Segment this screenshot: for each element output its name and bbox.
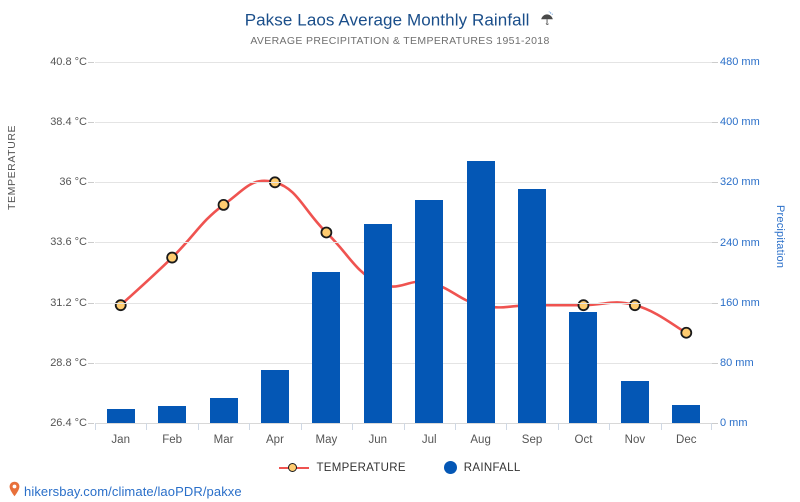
gridline (95, 62, 712, 63)
left-axis-tick (88, 363, 94, 364)
umbrella-rain-icon (539, 11, 555, 32)
gridline (95, 122, 712, 123)
x-axis-label-jul: Jul (421, 434, 437, 446)
left-axis-label: 36 °C (59, 176, 87, 188)
rainfall-bar-jul[interactable] (415, 199, 444, 423)
right-axis-label: 80 mm (720, 357, 754, 369)
axis-title-precipitation: Precipitation (774, 205, 786, 269)
right-axis-tick (712, 242, 718, 243)
chart-legend: TEMPERATURE RAINFALL (0, 461, 800, 474)
rainfall-bar-feb[interactable] (158, 405, 187, 423)
x-axis-tick (198, 423, 199, 430)
temperature-point-nov[interactable]: Nov: 31.1 °C (628, 299, 641, 312)
right-axis-tick (712, 122, 718, 123)
left-axis-tick (88, 303, 94, 304)
legend-item-rainfall[interactable]: RAINFALL (443, 461, 521, 474)
rainfall-bar-aug[interactable] (466, 160, 495, 423)
x-axis-tick (661, 423, 662, 430)
x-axis-tick (558, 423, 559, 430)
right-axis-tick (712, 62, 718, 63)
x-axis-label-jun: Jun (368, 434, 388, 446)
page-subtitle: AVERAGE PRECIPITATION & TEMPERATURES 195… (250, 35, 550, 47)
x-axis-label-oct: Oct (574, 434, 593, 446)
rainfall-bar-nov[interactable] (620, 380, 649, 423)
temperature-point-may[interactable]: May: 34 °C (320, 226, 333, 239)
x-axis-tick (506, 423, 507, 430)
gridline (95, 242, 712, 243)
x-axis-label-feb: Feb (162, 434, 183, 446)
gridline (95, 363, 712, 364)
rainfall-bar-sep[interactable] (518, 189, 547, 423)
rainfall-bar-oct[interactable] (569, 312, 598, 423)
temperature-point-jan[interactable]: Jan: 31.1 °C (114, 299, 127, 312)
left-axis-tick (88, 423, 94, 424)
x-axis-tick (404, 423, 405, 430)
left-axis-tick (88, 242, 94, 243)
x-axis-tick (455, 423, 456, 430)
x-axis-tick (249, 423, 250, 430)
x-axis-tick (95, 423, 96, 430)
legend-label-temperature: TEMPERATURE (316, 461, 406, 474)
legend-label-rainfall: RAINFALL (463, 461, 521, 474)
chart-plot-area: Jan: 31.1 °CFeb: 33 °CMar: 35.1 °CApr: 3… (88, 62, 718, 446)
left-axis-tick (88, 182, 94, 183)
x-axis-label-aug: Aug (470, 434, 491, 446)
temperature-point-dec[interactable]: Dec: 30 °C (680, 326, 693, 339)
x-axis-label-may: May (315, 434, 338, 446)
left-axis-label: 40.8 °C (50, 56, 87, 68)
x-axis-tick (352, 423, 353, 430)
left-axis-label: 28.8 °C (50, 357, 87, 369)
axis-title-temperature: TEMPERATURE (6, 124, 18, 210)
x-axis-tick (711, 423, 712, 430)
x-axis-tick (301, 423, 302, 430)
rainfall-bar-jun[interactable] (363, 223, 392, 423)
left-axis-label: 38.4 °C (50, 116, 87, 128)
x-axis-label-mar: Mar (213, 434, 234, 446)
right-axis-label: 320 mm (720, 176, 760, 188)
right-axis-label: 400 mm (720, 116, 760, 128)
temperature-line (119, 179, 688, 335)
x-axis-label-jan: Jan (111, 434, 130, 446)
rainfall-bar-may[interactable] (312, 271, 341, 423)
rainfall-bar-apr[interactable] (260, 369, 289, 423)
temperature-point-mar[interactable]: Mar: 35.1 °C (217, 198, 230, 211)
x-axis-label-sep: Sep (521, 434, 543, 446)
x-axis-tick (146, 423, 147, 430)
x-axis-tick (609, 423, 610, 430)
left-axis-label: 31.2 °C (50, 297, 87, 309)
right-axis-tick (712, 182, 718, 183)
map-pin-icon (8, 481, 21, 502)
left-axis-tick (88, 122, 94, 123)
gridline (95, 182, 712, 183)
right-axis-tick (712, 423, 718, 424)
x-axis-label-dec: Dec (676, 434, 697, 446)
right-axis-label: 160 mm (720, 297, 760, 309)
page-title: Pakse Laos Average Monthly Rainfall (0, 10, 800, 31)
legend-item-temperature[interactable]: TEMPERATURE (279, 462, 405, 474)
rainfall-bar-mar[interactable] (209, 398, 238, 423)
gridline (95, 303, 712, 304)
temperature-line-marker-icon (279, 462, 310, 474)
rainfall-bar-jan[interactable] (106, 408, 135, 423)
source-url[interactable]: hikersbay.com/climate/laoPDR/pakxe (24, 484, 242, 499)
right-axis-label: 240 mm (720, 237, 760, 249)
temperature-point-feb[interactable]: Feb: 33 °C (166, 251, 179, 264)
page-title-text: Pakse Laos Average Monthly Rainfall (244, 10, 530, 30)
right-axis-label: 480 mm (720, 56, 760, 68)
right-axis-tick (712, 303, 718, 304)
rainfall-swatch-icon (443, 461, 457, 474)
footer: hikersbay.com/climate/laoPDR/pakxe (8, 481, 242, 502)
left-axis-tick (88, 62, 94, 63)
x-axis-label-apr: Apr (266, 434, 284, 446)
left-axis-label: 33.6 °C (50, 236, 87, 248)
left-axis-label: 26.4 °C (50, 417, 87, 429)
gridline (95, 423, 712, 424)
right-axis-tick (712, 363, 718, 364)
right-axis-label: 0 mm (720, 417, 748, 429)
temperature-point-oct[interactable]: Oct: 31.1 °C (577, 299, 590, 312)
x-axis-label-nov: Nov (624, 434, 646, 446)
rainfall-bar-dec[interactable] (672, 404, 701, 423)
